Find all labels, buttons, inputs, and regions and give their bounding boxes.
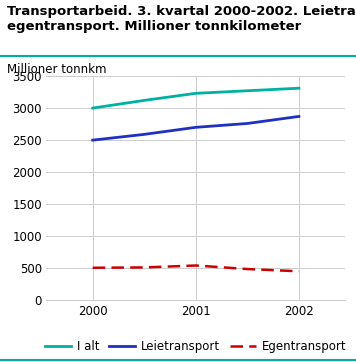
Text: Millioner tonnkm: Millioner tonnkm [7, 63, 106, 76]
Legend: I alt, Leietransport, Egentransport: I alt, Leietransport, Egentransport [41, 336, 351, 358]
Text: Transportarbeid. 3. kvartal 2000-2002. Leietransport og
egentransport. Millioner: Transportarbeid. 3. kvartal 2000-2002. L… [7, 5, 356, 33]
